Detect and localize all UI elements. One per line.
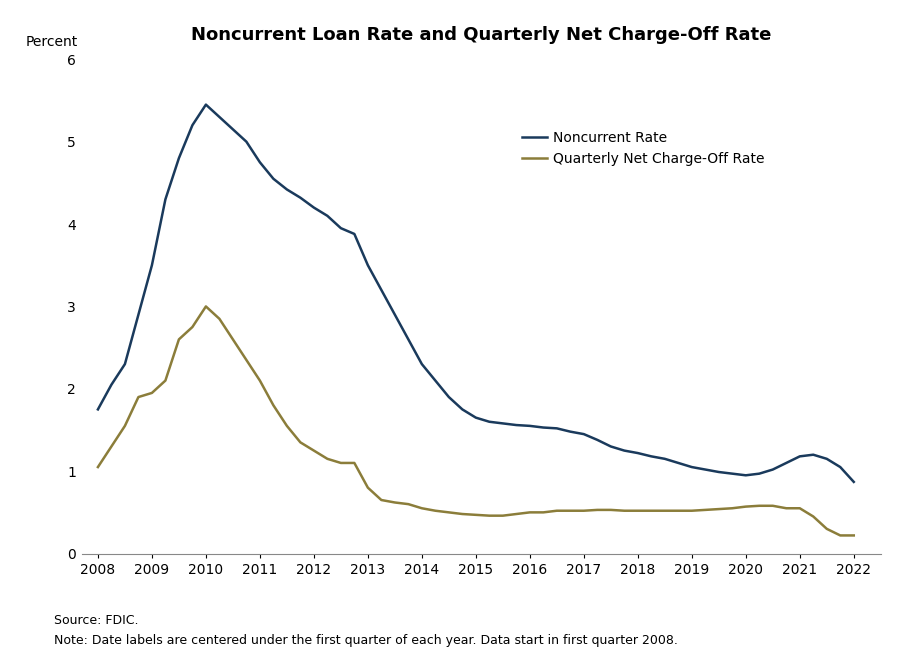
Noncurrent Rate (93, 405, 104, 413)
Quarterly Net Charge-Off Rate (632, 507, 643, 515)
Noncurrent Rate (309, 204, 320, 212)
Noncurrent Rate (201, 101, 212, 109)
Legend: Noncurrent Rate, Quarterly Net Charge-Off Rate: Noncurrent Rate, Quarterly Net Charge-Of… (517, 126, 770, 171)
Quarterly Net Charge-Off Rate (93, 463, 104, 471)
Noncurrent Rate (848, 478, 859, 486)
Quarterly Net Charge-Off Rate (848, 531, 859, 539)
Line: Noncurrent Rate: Noncurrent Rate (98, 105, 854, 482)
Quarterly Net Charge-Off Rate (429, 507, 440, 515)
Text: Note: Date labels are centered under the first quarter of each year. Data start : Note: Date labels are centered under the… (54, 634, 678, 647)
Quarterly Net Charge-Off Rate (201, 302, 212, 310)
Noncurrent Rate (619, 447, 630, 455)
Quarterly Net Charge-Off Rate (309, 447, 320, 455)
Text: Source: FDIC.: Source: FDIC. (54, 614, 139, 627)
Quarterly Net Charge-Off Rate (834, 531, 845, 539)
Quarterly Net Charge-Off Rate (120, 422, 131, 430)
Title: Noncurrent Loan Rate and Quarterly Net Charge-Off Rate: Noncurrent Loan Rate and Quarterly Net C… (191, 26, 772, 44)
Noncurrent Rate (632, 449, 643, 457)
Text: Percent: Percent (25, 36, 78, 49)
Noncurrent Rate (133, 311, 143, 319)
Quarterly Net Charge-Off Rate (619, 507, 630, 515)
Noncurrent Rate (120, 360, 131, 368)
Quarterly Net Charge-Off Rate (133, 393, 143, 401)
Noncurrent Rate (429, 376, 440, 384)
Line: Quarterly Net Charge-Off Rate: Quarterly Net Charge-Off Rate (98, 306, 854, 535)
